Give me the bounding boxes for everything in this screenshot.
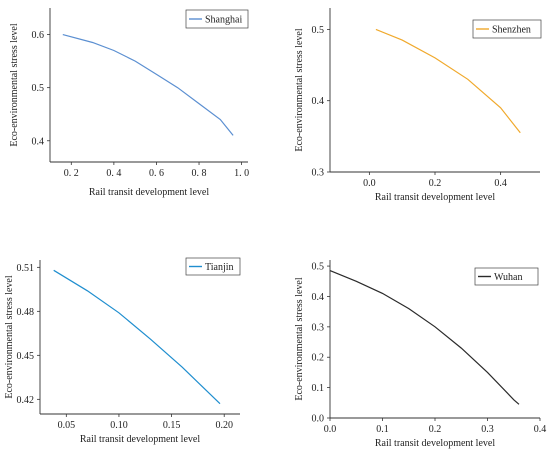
y-tick-label: 0.5 <box>312 262 325 273</box>
y-tick-label: 0.3 <box>312 168 325 179</box>
y-axis-title: Eco-environmental stress level <box>4 275 15 399</box>
x-tick-label: 0.4 <box>494 178 507 189</box>
y-axis-title: Eco-environmental stress level <box>294 28 305 152</box>
y-tick-label: 0.4 <box>312 292 325 303</box>
chart-panel-tianjin: 0.05 0.10 0.15 0.20 0.42 0.45 0.48 0.51 Rail tra… <box>4 257 241 445</box>
legend-box <box>472 19 542 39</box>
y-tick-label: 0.5 <box>312 25 325 36</box>
x-tick-label: 0.1 <box>376 424 389 435</box>
y-tick-label: 0.51 <box>17 263 35 274</box>
chart-panel-shenzhen: 0.0 0.2 0.4 0.3 0.4 0.5 Rail transit developme… <box>294 8 542 203</box>
x-tick-label: 0.4 <box>534 424 547 435</box>
y-tick-label: 0.2 <box>312 353 325 364</box>
x-tick-label: 0.2 <box>429 178 442 189</box>
y-tick-label: 0.4 <box>312 96 325 107</box>
x-tick-label: 0.15 <box>163 420 181 431</box>
y-tick-label: 0.3 <box>312 322 325 333</box>
x-axis-title: Rail transit development level <box>89 187 209 198</box>
x-tick-label: 0.0 <box>324 424 337 435</box>
legend-label: Shanghai <box>205 15 242 26</box>
x-axis-title: Rail transit development level <box>375 438 495 449</box>
x-tick-label: 0.2 <box>429 424 442 435</box>
x-tick-label: 0. 8 <box>192 168 207 179</box>
x-tick-label: 0.0 <box>363 178 376 189</box>
x-tick-label: 0. 4 <box>106 168 121 179</box>
series-line-shenzhen <box>375 28 521 134</box>
y-tick-label: 0.4 <box>32 136 45 147</box>
y-tick-label: 0.42 <box>17 395 35 406</box>
legend-box <box>474 267 539 286</box>
y-tick-label: 0.6 <box>32 30 45 41</box>
chart-panel-shanghai: 0. 2 0. 4 0. 6 0. 8 1. 0 0.4 0.5 0.6 Rail transi… <box>9 8 249 198</box>
series-line-tianjin <box>53 269 221 405</box>
x-tick-label: 0.3 <box>481 424 494 435</box>
x-tick-label: 0. 6 <box>149 168 164 179</box>
y-tick-label: 0.0 <box>312 414 325 425</box>
x-axis-title: Rail transit development level <box>375 192 495 203</box>
x-tick-label: 0. 2 <box>64 168 79 179</box>
series-line-shanghai <box>62 34 234 136</box>
y-axis-title: Eco-environmental stress level <box>9 23 20 147</box>
x-tick-label: 0.05 <box>58 420 76 431</box>
y-tick-label: 0.1 <box>312 383 325 394</box>
y-tick-label: 0.5 <box>32 83 45 94</box>
x-tick-label: 0.10 <box>110 420 128 431</box>
chart-panel-wuhan: 0.0 0.1 0.2 0.3 0.4 0.0 0.1 0.2 0.3 0.4 0.5 Rail tr… <box>294 260 546 449</box>
legend-box <box>185 257 241 276</box>
series-line-wuhan <box>329 270 520 405</box>
x-tick-label: 1. 0 <box>234 168 249 179</box>
y-tick-label: 0.45 <box>17 351 35 362</box>
x-axis-title: Rail transit development level <box>80 434 200 445</box>
legend-label: Wuhan <box>494 272 522 283</box>
y-tick-label: 0.48 <box>17 307 35 318</box>
legend-label: Tianjin <box>205 262 234 273</box>
legend-box <box>185 9 249 29</box>
legend-label: Shenzhen <box>492 25 531 36</box>
x-tick-label: 0.20 <box>215 420 233 431</box>
y-axis-title: Eco-environmental stress level <box>294 277 305 401</box>
